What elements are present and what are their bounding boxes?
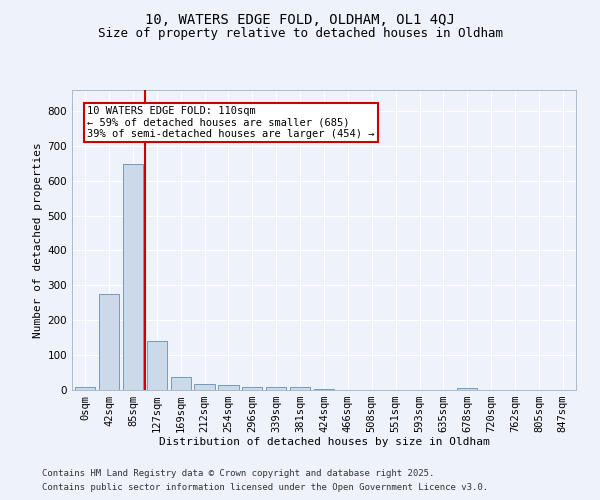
- Bar: [75, 387, 95, 390]
- Bar: [457, 388, 478, 390]
- Bar: [314, 389, 334, 390]
- Bar: [99, 294, 119, 390]
- Bar: [146, 341, 167, 390]
- Text: Size of property relative to detached houses in Oldham: Size of property relative to detached ho…: [97, 28, 503, 40]
- Bar: [242, 386, 262, 390]
- Bar: [218, 386, 239, 390]
- Bar: [123, 164, 143, 390]
- Bar: [170, 376, 191, 390]
- Bar: [194, 384, 215, 390]
- Text: Contains public sector information licensed under the Open Government Licence v3: Contains public sector information licen…: [42, 484, 488, 492]
- Text: 10 WATERS EDGE FOLD: 110sqm
← 59% of detached houses are smaller (685)
39% of se: 10 WATERS EDGE FOLD: 110sqm ← 59% of det…: [87, 106, 374, 139]
- Bar: [266, 386, 286, 390]
- X-axis label: Distribution of detached houses by size in Oldham: Distribution of detached houses by size …: [158, 436, 490, 446]
- Y-axis label: Number of detached properties: Number of detached properties: [34, 142, 43, 338]
- Text: Contains HM Land Registry data © Crown copyright and database right 2025.: Contains HM Land Registry data © Crown c…: [42, 468, 434, 477]
- Bar: [290, 387, 310, 390]
- Text: 10, WATERS EDGE FOLD, OLDHAM, OL1 4QJ: 10, WATERS EDGE FOLD, OLDHAM, OL1 4QJ: [145, 12, 455, 26]
